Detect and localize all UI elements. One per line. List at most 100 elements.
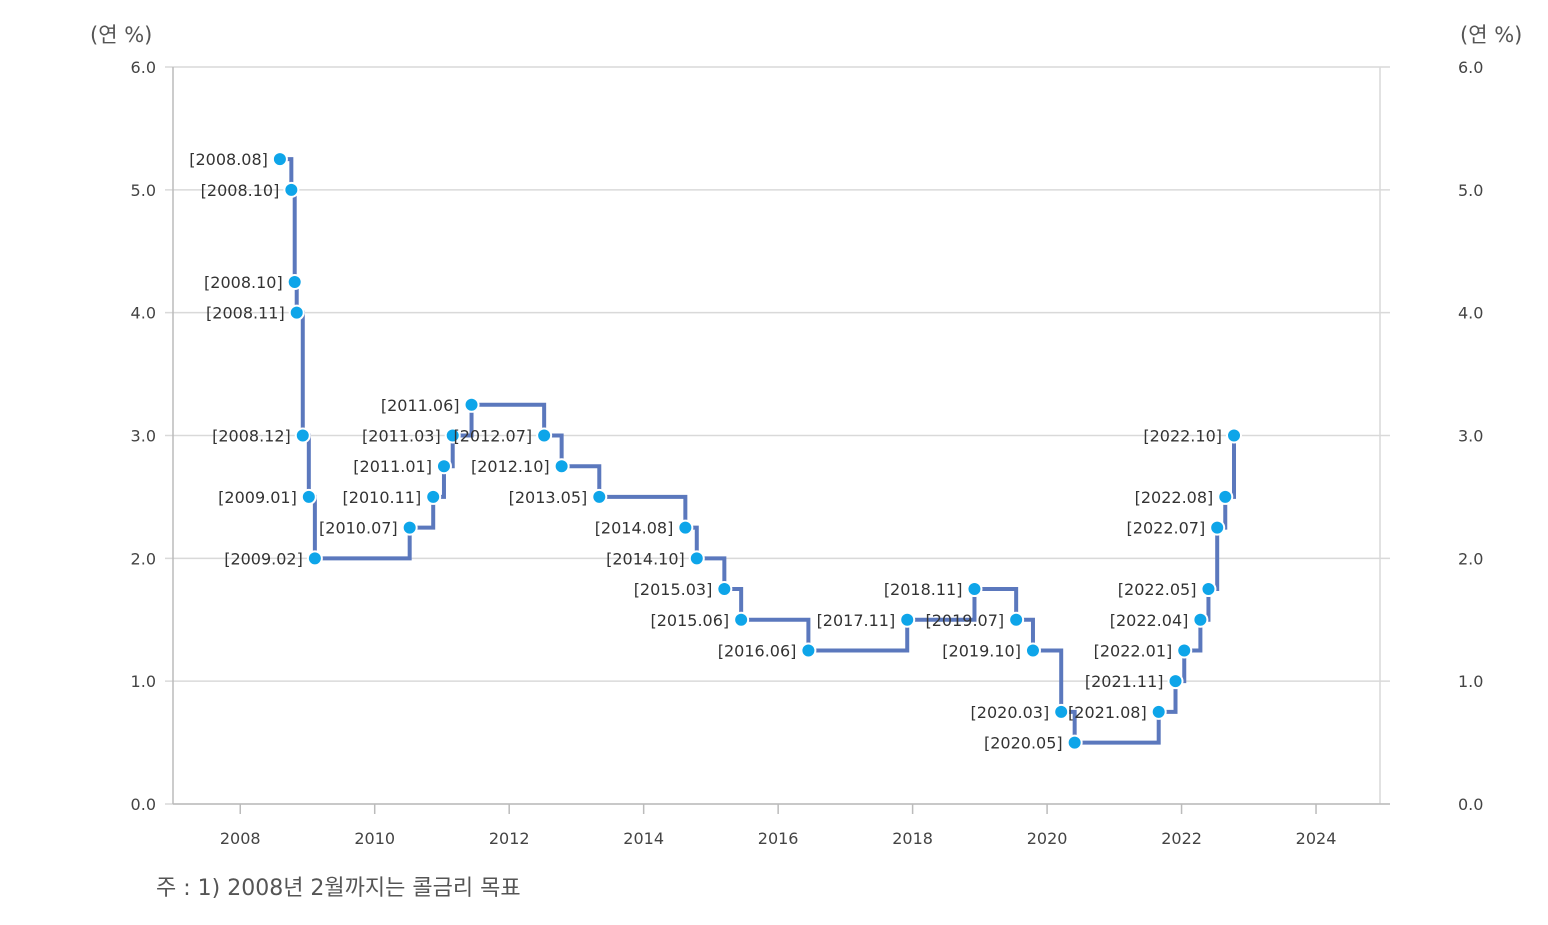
x-tick-0: 2008 — [220, 829, 261, 848]
y-tick-labels-left: 0.0 1.0 2.0 3.0 4.0 5.0 6.0 — [131, 58, 156, 814]
y-tick-right-2: 2.0 — [1458, 549, 1483, 568]
y-unit-left: (연 %) — [90, 23, 152, 47]
data-label-12: [2012.07] — [453, 427, 532, 446]
y-tick-right-4: 4.0 — [1458, 304, 1483, 323]
data-label-29: [2022.04] — [1110, 611, 1189, 630]
data-point-16 — [688, 550, 705, 567]
data-label-7: [2010.07] — [319, 519, 398, 538]
data-point-6 — [306, 550, 323, 567]
data-point-32 — [1217, 488, 1234, 505]
data-point-25 — [1066, 734, 1083, 751]
data-label-24: [2020.03] — [971, 703, 1050, 722]
data-point-2 — [286, 273, 303, 290]
data-label-10: [2011.03] — [362, 427, 441, 446]
data-point-9 — [435, 458, 452, 475]
data-label-4: [2008.12] — [212, 427, 291, 446]
y-tick-right-3: 3.0 — [1458, 427, 1483, 446]
data-point-0 — [271, 151, 288, 168]
data-label-0: [2008.08] — [189, 150, 268, 169]
data-label-33: [2022.10] — [1143, 427, 1222, 446]
data-label-13: [2012.10] — [471, 457, 550, 476]
footnote: 주 : 1) 2008년 2월까지는 콜금리 목표 — [156, 876, 521, 901]
data-point-7 — [401, 519, 418, 536]
y-tick-left-6: 6.0 — [131, 58, 156, 77]
data-label-18: [2015.06] — [651, 611, 730, 630]
data-point-29 — [1192, 611, 1209, 628]
data-point-4 — [294, 427, 311, 444]
data-label-5: [2009.01] — [218, 488, 297, 507]
data-point-28 — [1176, 642, 1193, 659]
data-label-3: [2008.11] — [206, 304, 285, 323]
data-point-23 — [1024, 642, 1041, 659]
data-label-30: [2022.05] — [1118, 580, 1197, 599]
y-unit-right: (연 %) — [1460, 23, 1522, 47]
y-tick-left-0: 0.0 — [131, 795, 156, 814]
data-label-15: [2014.08] — [595, 519, 674, 538]
x-tick-4: 2016 — [758, 829, 799, 848]
data-label-25: [2020.05] — [984, 734, 1063, 753]
data-label-26: [2021.08] — [1068, 703, 1147, 722]
data-label-21: [2018.11] — [884, 580, 963, 599]
data-point-22 — [1008, 611, 1025, 628]
data-point-3 — [288, 304, 305, 321]
x-tick-3: 2014 — [623, 829, 664, 848]
data-label-16: [2014.10] — [606, 549, 685, 568]
data-label-27: [2021.11] — [1085, 672, 1164, 691]
data-markers — [271, 151, 1243, 751]
y-tick-right-1: 1.0 — [1458, 672, 1483, 691]
data-label-19: [2016.06] — [718, 641, 797, 660]
data-point-15 — [677, 519, 694, 536]
data-label-32: [2022.08] — [1135, 488, 1214, 507]
x-tick-2: 2012 — [489, 829, 530, 848]
data-point-12 — [536, 427, 553, 444]
data-label-20: [2017.11] — [817, 611, 896, 630]
data-point-30 — [1200, 581, 1217, 598]
x-tick-8: 2024 — [1296, 829, 1337, 848]
y-tick-right-5: 5.0 — [1458, 181, 1483, 200]
data-label-17: [2015.03] — [634, 580, 713, 599]
y-tick-right-0: 0.0 — [1458, 795, 1483, 814]
data-label-1: [2008.10] — [201, 181, 280, 200]
y-tick-right-6: 6.0 — [1458, 58, 1483, 77]
x-tick-7: 2022 — [1161, 829, 1202, 848]
data-point-24 — [1053, 703, 1070, 720]
data-label-9: [2011.01] — [353, 457, 432, 476]
x-tick-labels: 2008 2010 2012 2014 2016 2018 2020 2022 2024 — [220, 829, 1337, 848]
data-point-17 — [716, 581, 733, 598]
data-point-21 — [966, 581, 983, 598]
x-tick-5: 2018 — [892, 829, 933, 848]
data-point-11 — [463, 396, 480, 413]
data-label-2: [2008.10] — [204, 273, 283, 292]
data-point-8 — [425, 488, 442, 505]
data-point-5 — [300, 488, 317, 505]
x-tick-6: 2020 — [1027, 829, 1068, 848]
data-label-11: [2011.06] — [381, 396, 460, 415]
data-label-8: [2010.11] — [343, 488, 422, 507]
data-label-6: [2009.02] — [224, 549, 303, 568]
data-point-20 — [899, 611, 916, 628]
data-label-31: [2022.07] — [1127, 519, 1206, 538]
y-tick-left-2: 2.0 — [131, 549, 156, 568]
data-point-19 — [800, 642, 817, 659]
x-tick-1: 2010 — [354, 829, 395, 848]
data-point-13 — [553, 458, 570, 475]
data-label-23: [2019.10] — [942, 641, 1021, 660]
data-point-1 — [283, 181, 300, 198]
data-point-31 — [1209, 519, 1226, 536]
axes — [172, 67, 1390, 814]
data-label-28: [2022.01] — [1094, 641, 1173, 660]
data-label-14: [2013.05] — [509, 488, 588, 507]
data-point-27 — [1167, 673, 1184, 690]
data-point-10 — [444, 427, 461, 444]
y-tick-labels-right: 0.0 1.0 2.0 3.0 4.0 5.0 6.0 — [1458, 58, 1483, 814]
data-point-14 — [591, 488, 608, 505]
y-tick-left-1: 1.0 — [131, 672, 156, 691]
data-point-26 — [1150, 703, 1167, 720]
y-tick-left-4: 4.0 — [131, 304, 156, 323]
data-point-33 — [1226, 427, 1243, 444]
y-tick-left-5: 5.0 — [131, 181, 156, 200]
y-tick-left-3: 3.0 — [131, 427, 156, 446]
data-point-18 — [733, 611, 750, 628]
data-labels: [2008.08] [2008.10] [2008.10] [2008.11] [200… — [189, 150, 1222, 752]
